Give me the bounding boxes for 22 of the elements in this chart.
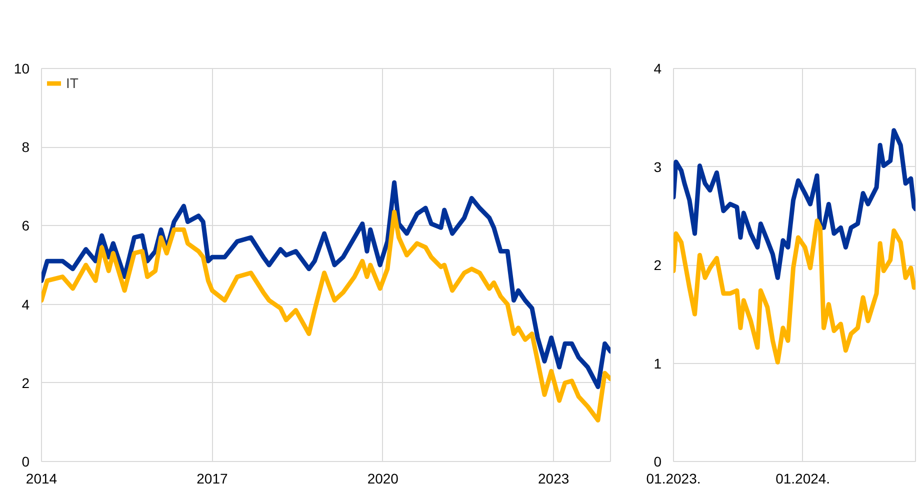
line-series	[674, 128, 916, 280]
y-tick-label: 0	[22, 454, 30, 470]
y-tick-label: 6	[22, 218, 30, 234]
x-tick-label: 2017	[196, 470, 228, 486]
y-tick-label: 10	[14, 60, 30, 76]
legend-label: IT	[66, 74, 80, 92]
y-tick-label: 4	[22, 296, 30, 312]
y-tick-label: 0	[654, 454, 662, 470]
x-tick-label: 01.2024.	[776, 470, 830, 486]
x-tick-label: 2020	[367, 470, 399, 486]
line-series	[674, 218, 916, 365]
y-tick-label: 1	[654, 355, 662, 372]
x-tick-label: 2014	[26, 470, 58, 486]
y-tick-label: 4	[654, 60, 662, 76]
line-series	[42, 210, 610, 422]
x-tick-label: 2023	[538, 470, 570, 486]
line-series	[42, 180, 610, 390]
y-tick-label: 2	[22, 374, 30, 391]
x-tick-label: 01.2023.	[646, 470, 701, 486]
y-tick-label: 2	[654, 257, 662, 273]
y-tick-label: 3	[654, 158, 662, 175]
y-tick-label: 8	[22, 139, 30, 156]
